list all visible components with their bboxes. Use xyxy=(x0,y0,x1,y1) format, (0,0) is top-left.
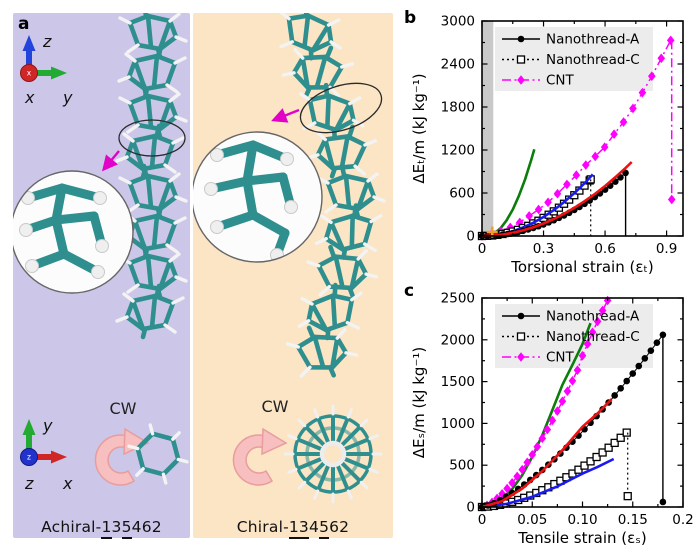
caption-text: Chiral- xyxy=(236,518,289,536)
y-tick-label: 0 xyxy=(466,229,475,245)
caption-underlined-digits: 5 xyxy=(319,518,330,539)
x-axis-sphere xyxy=(20,64,38,82)
series-red-fit-curve xyxy=(481,161,633,238)
y-axis-arrow xyxy=(51,66,67,80)
legend-label: Nanothread-A xyxy=(546,32,640,48)
achiral-nanothread-molecule xyxy=(117,13,186,337)
caption-underlined-digits: 13 xyxy=(288,518,309,539)
y-tick-label: 2000 xyxy=(441,332,475,348)
panel-a-achiral: x z x y z y z x CW Achiral-135462 xyxy=(13,13,190,539)
x-axis-arrow xyxy=(51,450,67,464)
x-axis-title: Tensile strain (εₛ) xyxy=(517,529,646,547)
cw-rotation-arrow-icon xyxy=(232,428,287,486)
torsional-energy-chart: 0 0.3 0.6 0.9 0 600 1200 1800 2400 3000 Torsional … xyxy=(410,14,684,276)
caption-text: 462 xyxy=(131,518,162,536)
legend-label: Nanothread-A xyxy=(546,309,640,325)
panel-label-a: a xyxy=(18,14,30,34)
y-axis-label: y xyxy=(62,88,73,107)
y-axis-title: ΔEₛ/m (kJ kg⁻¹) xyxy=(410,347,428,459)
axes-gizmo-bottom: z y z x xyxy=(20,416,73,493)
magnify-pointer-arrow xyxy=(102,150,120,172)
cw-rotation-label: CW xyxy=(262,397,289,416)
caption-text: 62 xyxy=(329,518,350,536)
x-tick-label: 0.2 xyxy=(672,512,693,528)
tensile-energy-chart: 0 0.05 0.10 0.15 0.2 0 500 1000 1500 2000 2500 Tens… xyxy=(410,291,694,548)
caption-text: 3 xyxy=(111,518,122,536)
axes-gizmo-top: x z x y xyxy=(20,32,73,107)
chiral-end-view-molecule xyxy=(268,389,393,519)
z-axis-sphere-letter: z xyxy=(27,453,31,462)
z-axis-arrow xyxy=(22,35,36,51)
legend-label: CNT xyxy=(546,350,575,366)
caption-text: 4 xyxy=(309,518,320,536)
y-axis-arrow xyxy=(22,419,36,435)
y-axis-label: y xyxy=(42,416,53,435)
achiral-panel-graphic: x z x y z y z x CW xyxy=(13,13,190,493)
x-tick-label: 0.6 xyxy=(594,241,615,257)
y-tick-label: 600 xyxy=(449,186,475,202)
shaded-strain-band xyxy=(482,21,494,236)
y-tick-label: 0 xyxy=(466,500,475,516)
caption-underlined-digits: 5 xyxy=(121,518,132,539)
x-tick-label: 0.3 xyxy=(533,241,554,257)
y-axis-title: ΔEₜ/m (kJ kg⁻¹) xyxy=(410,73,428,183)
chiral-caption: Chiral-134562 xyxy=(193,518,393,539)
cw-rotation-label: CW xyxy=(110,399,137,418)
x-axis-sphere-letter: x xyxy=(27,69,32,78)
legend: Nanothread-A Nanothread-C CNT xyxy=(502,32,640,89)
panel-label-b: b xyxy=(404,8,417,28)
z-axis-label: z xyxy=(24,474,34,493)
x-tick-label: 0.15 xyxy=(618,512,648,528)
panel-a-chiral: CW xyxy=(193,13,393,539)
series-nanothread-a-failure-drop xyxy=(659,334,667,506)
achiral-caption: Achiral-135462 xyxy=(13,518,190,539)
x-tick-label: 0.05 xyxy=(517,512,547,528)
caption-text: Achiral- xyxy=(41,518,102,536)
legend-label: CNT xyxy=(546,73,575,89)
x-tick-label: 0.9 xyxy=(656,241,677,257)
highlight-ellipse xyxy=(118,119,186,157)
x-axis-label: x xyxy=(62,474,73,493)
z-axis-sphere xyxy=(20,448,38,466)
y-tick-label: 500 xyxy=(449,458,475,474)
y-tick-label: 2400 xyxy=(441,57,475,73)
z-axis-label: z xyxy=(42,32,52,51)
legend-label: Nanothread-C xyxy=(546,52,640,68)
series-nanothread-c-failure-drop xyxy=(623,432,632,501)
y-tick-label: 1200 xyxy=(441,143,475,159)
caption-underlined-digits: 1 xyxy=(101,518,112,539)
x-tick-label: 0 xyxy=(478,241,487,257)
axis-ticks xyxy=(481,20,683,237)
legend: Nanothread-A Nanothread-C CNT xyxy=(502,309,640,366)
y-tick-label: 1800 xyxy=(441,100,475,116)
y-tick-label: 1500 xyxy=(441,374,475,390)
panel-label-c: c xyxy=(404,281,415,301)
series-red-fit-curve xyxy=(481,398,613,509)
legend-label: Nanothread-C xyxy=(546,329,640,345)
achiral-inset-magnified xyxy=(13,170,134,294)
x-tick-label: 0.10 xyxy=(567,512,597,528)
axis-ticks xyxy=(481,297,684,508)
x-axis-title: Torsional strain (εₜ) xyxy=(510,258,654,276)
y-tick-label: 3000 xyxy=(441,14,475,30)
series-blue-fit-curve xyxy=(481,457,615,509)
highlight-ellipse xyxy=(299,82,383,134)
magnify-pointer-arrow xyxy=(271,108,300,123)
chiral-inset-magnified xyxy=(193,131,323,263)
x-tick-label: 0 xyxy=(478,512,487,528)
y-tick-label: 2500 xyxy=(441,291,475,307)
x-axis-label: x xyxy=(24,88,35,107)
y-tick-label: 1000 xyxy=(441,416,475,432)
series-cnt-failure-drop xyxy=(667,40,676,205)
chiral-panel-graphic: CW xyxy=(193,13,393,519)
